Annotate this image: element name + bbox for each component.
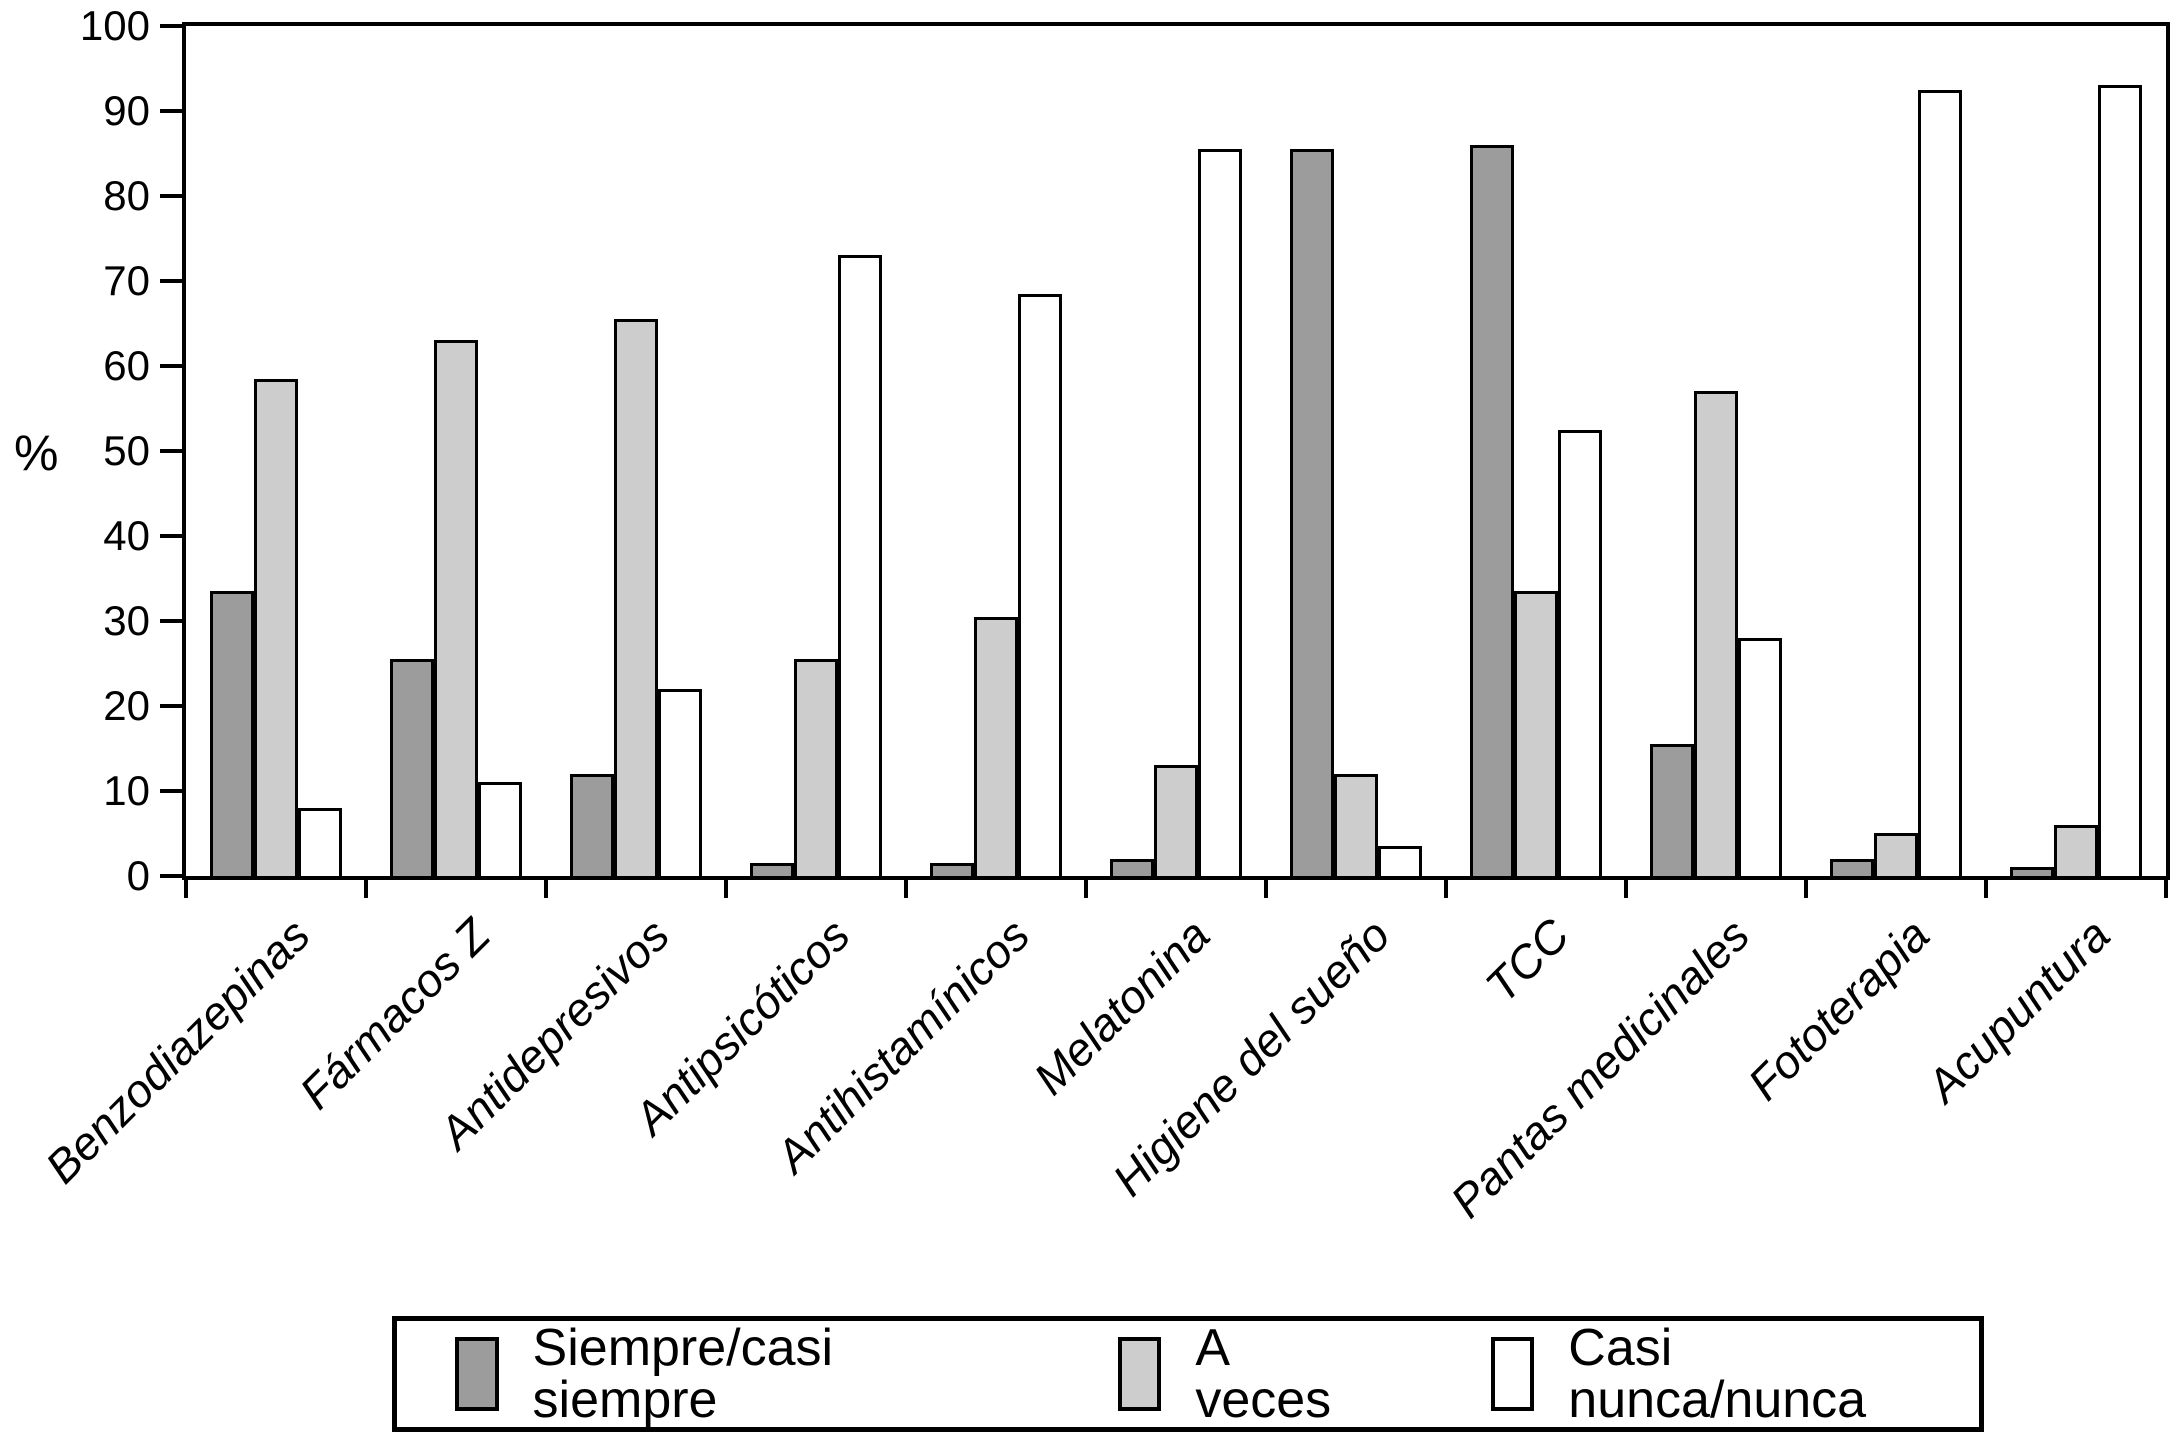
x-category-label: Melatonina (1023, 908, 1220, 1105)
x-tick (904, 876, 908, 898)
bar (478, 782, 522, 876)
legend-label-a-veces: A veces (1195, 1319, 1332, 1429)
bar (838, 255, 882, 876)
bar-group (1266, 26, 1446, 876)
bar (1830, 859, 1874, 876)
x-tick (2164, 876, 2168, 898)
bar (1378, 846, 1422, 876)
x-tick (1624, 876, 1628, 898)
bar (390, 659, 434, 876)
bar (2010, 867, 2054, 876)
bar (434, 340, 478, 876)
y-tick (160, 279, 182, 283)
bar (1650, 744, 1694, 876)
bar-group (1446, 26, 1626, 876)
bar (210, 591, 254, 876)
bar (1198, 149, 1242, 876)
x-tick (544, 876, 548, 898)
y-tick (160, 449, 182, 453)
legend-item-a-veces: A veces (1117, 1319, 1375, 1429)
y-tick-label: 60 (103, 342, 150, 389)
bar (930, 863, 974, 876)
y-tick (160, 24, 182, 28)
bar (750, 863, 794, 876)
bar-group (366, 26, 546, 876)
x-tick (1264, 876, 1268, 898)
bar-group (1086, 26, 1266, 876)
y-tick-label: 100 (79, 2, 150, 49)
x-category-label: Acupuntura (1916, 908, 2120, 1112)
y-axis-title: % (14, 425, 59, 481)
bar (974, 617, 1018, 876)
bar-groups (186, 26, 2166, 876)
y-tick (160, 619, 182, 623)
bar (614, 319, 658, 876)
y-tick-label: 20 (103, 682, 150, 729)
bar-group (1806, 26, 1986, 876)
bar (1738, 638, 1782, 876)
bar-group (1986, 26, 2166, 876)
bar (570, 774, 614, 876)
bar-group (726, 26, 906, 876)
legend-swatch-siempre-icon (455, 1337, 499, 1411)
bar (1694, 391, 1738, 876)
x-category-label: Benzodiazepinas (34, 908, 320, 1194)
y-tick (160, 109, 182, 113)
y-tick (160, 194, 182, 198)
legend-label-siempre: Siempre/casi siempre (532, 1319, 834, 1429)
x-tick (1804, 876, 1808, 898)
bar (1110, 859, 1154, 876)
bar (1918, 90, 1962, 876)
y-tick (160, 364, 182, 368)
legend: Siempre/casi siempre A veces Casi nunca/… (392, 1316, 1984, 1432)
y-tick-label: 10 (103, 767, 150, 814)
bar-group (186, 26, 366, 876)
bar (2054, 825, 2098, 876)
bar (1874, 833, 1918, 876)
bar (1558, 430, 1602, 876)
bar-group (906, 26, 1086, 876)
bar (298, 808, 342, 876)
x-tick (184, 876, 188, 898)
x-category-label: TCC (1475, 908, 1580, 1013)
x-tick (724, 876, 728, 898)
bar (2098, 85, 2142, 876)
bar (1018, 294, 1062, 876)
y-tick-label: 70 (103, 257, 150, 304)
bar (1290, 149, 1334, 876)
bar (1470, 145, 1514, 876)
bar (1334, 774, 1378, 876)
legend-swatch-casi-nunca-icon (1490, 1337, 1535, 1411)
x-tick (1084, 876, 1088, 898)
x-tick (364, 876, 368, 898)
y-tick-label: 50 (103, 427, 150, 474)
bar-group (546, 26, 726, 876)
bar (794, 659, 838, 876)
legend-item-casi-nunca: Casi nunca/nunca (1490, 1319, 1979, 1429)
x-category-label: Pantas medicinales (1440, 908, 1760, 1228)
y-tick (160, 704, 182, 708)
y-tick (160, 874, 182, 878)
plot-area (182, 22, 2170, 880)
x-category-label: Fototerapia (1738, 908, 1940, 1110)
legend-swatch-a-veces-icon (1117, 1337, 1162, 1411)
y-tick-label: 90 (103, 87, 150, 134)
y-tick-label: 80 (103, 172, 150, 219)
y-tick-label: 30 (103, 597, 150, 644)
y-tick (160, 534, 182, 538)
legend-item-siempre: Siempre/casi siempre (455, 1322, 1026, 1426)
y-tick-label: 40 (103, 512, 150, 559)
x-tick (1444, 876, 1448, 898)
bar-group (1626, 26, 1806, 876)
bar (658, 689, 702, 876)
x-tick (1984, 876, 1988, 898)
legend-label-casi-nunca: Casi nunca/nunca (1568, 1319, 1867, 1429)
bar (254, 379, 298, 876)
bar (1154, 765, 1198, 876)
y-tick (160, 789, 182, 793)
y-tick-label: 0 (126, 852, 150, 899)
bar (1514, 591, 1558, 876)
